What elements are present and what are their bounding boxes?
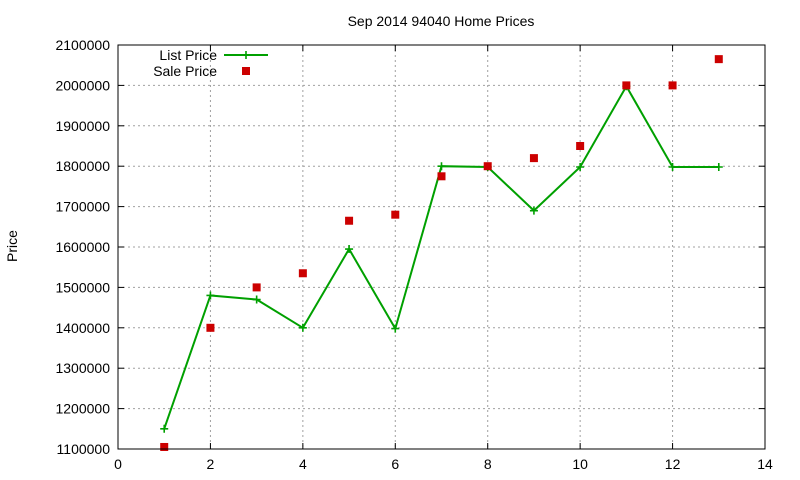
sale-price-point: [252, 283, 261, 292]
grid-lines: [118, 45, 765, 449]
list-price-point: [160, 424, 169, 433]
list-price-point: [714, 163, 723, 172]
legend-label: List Price: [159, 47, 217, 63]
list-price-point: [576, 163, 585, 172]
x-tick-label: 12: [665, 456, 681, 472]
legend-item: List Price: [159, 47, 268, 63]
y-tick-label: 1600000: [55, 239, 110, 255]
sale-price-point: [206, 323, 215, 332]
y-tick-label: 1400000: [55, 320, 110, 336]
x-tick-label: 14: [757, 456, 773, 472]
y-tick-label: 1500000: [55, 279, 110, 295]
x-tick-label: 2: [207, 456, 215, 472]
sale-price-point: [391, 210, 400, 219]
list-price-point: [345, 245, 354, 254]
list-price-point: [529, 206, 538, 215]
sale-price-point: [160, 442, 169, 451]
sale-price-point: [345, 216, 354, 225]
legend-swatch-marker: [242, 51, 250, 59]
series-list-price: [160, 82, 723, 433]
x-tick-label: 8: [484, 456, 492, 472]
sale-price-point: [576, 142, 585, 150]
sale-price-point: [529, 154, 538, 163]
sale-price-point: [437, 172, 446, 181]
list-price-point: [391, 324, 400, 333]
y-tick-label: 1800000: [55, 158, 110, 174]
x-tick-label: 4: [299, 456, 307, 472]
y-axis-label: Price: [4, 230, 20, 262]
legend-swatch-marker: [242, 67, 250, 75]
sale-price-point: [714, 55, 723, 64]
sale-price-point: [622, 81, 631, 90]
plot-frame: [117, 44, 766, 450]
list-price-point: [668, 163, 677, 172]
legend-item: Sale Price: [153, 63, 250, 79]
list-price-point: [206, 291, 215, 300]
list-price-line: [163, 84, 719, 430]
sale-price-point: [298, 269, 307, 278]
list-price-point: [298, 323, 307, 332]
x-tick-label: 6: [391, 456, 399, 472]
x-tick-label: 10: [572, 456, 588, 472]
legend-label: Sale Price: [153, 63, 217, 79]
y-tick-label: 2100000: [55, 37, 110, 53]
list-price-point: [252, 295, 261, 304]
series-sale-price: [160, 55, 723, 451]
y-tick-label: 1100000: [57, 441, 111, 457]
y-tick-label: 2000000: [55, 77, 110, 93]
sale-price-point: [668, 81, 677, 90]
series-layer: [160, 55, 723, 451]
y-tick-label: 1700000: [55, 199, 110, 215]
y-tick-label: 1900000: [55, 118, 110, 134]
y-tick-label: 1200000: [55, 401, 110, 417]
list-price-point: [437, 162, 446, 171]
axis-ticks: 0 2 4 6 8 10 12 14 1100000 1200000 1300000 1400000 1…: [55, 37, 773, 472]
chart-title: Sep 2014 94040 Home Prices: [348, 13, 535, 29]
sale-price-point: [483, 162, 492, 171]
y-tick-label: 1300000: [55, 360, 110, 376]
x-tick-label: 0: [114, 456, 122, 472]
